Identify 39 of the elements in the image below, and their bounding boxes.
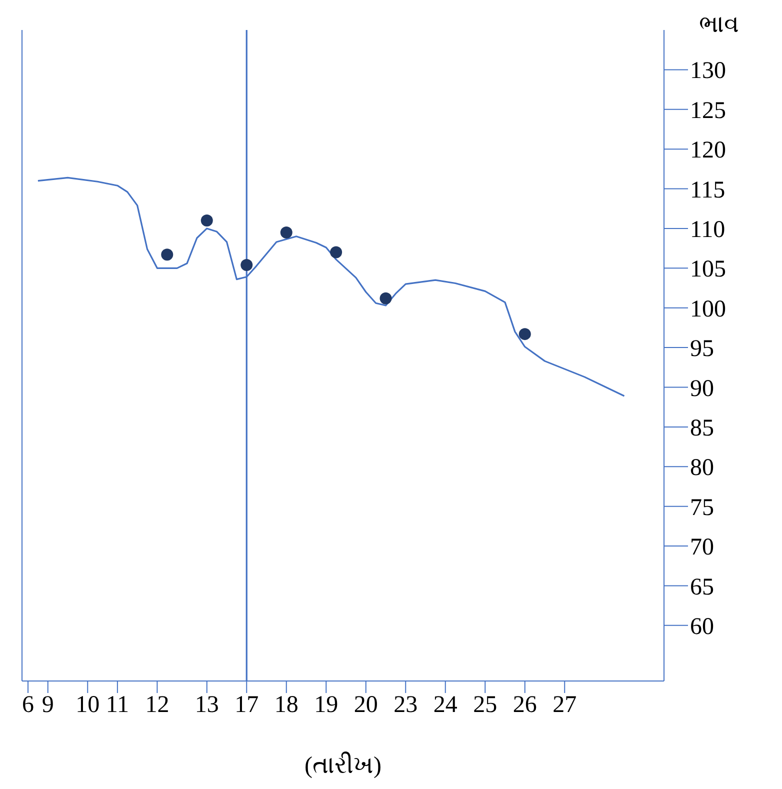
x-tick-label: 27 [552, 692, 577, 718]
y-tick-label: 120 [690, 138, 726, 164]
x-tick-label: 17 [234, 692, 259, 718]
point [518, 328, 531, 340]
x-tick-label: 20 [354, 692, 378, 718]
y-tick-label: 60 [690, 614, 714, 640]
point [280, 226, 292, 238]
y-tick-label: 110 [690, 216, 726, 243]
y-tick-label: 70 [690, 534, 714, 561]
y-tick-label: 95 [690, 336, 714, 362]
point [330, 246, 342, 258]
point [200, 214, 213, 227]
y-tick-label: 130 [690, 58, 726, 84]
y-tick-label: 100 [690, 296, 726, 322]
y-tick-label: 115 [690, 177, 726, 204]
x-tick-label: 24 [433, 692, 458, 718]
x-tick-label: 10 [76, 692, 100, 718]
x-tick-label: 12 [145, 692, 170, 718]
x-tick-label: 13 [194, 692, 219, 718]
x-tick-label: 6 [22, 692, 34, 718]
y-tick-label: 105 [690, 256, 726, 283]
y-tick-label: 80 [690, 455, 714, 482]
y-tick-label: 125 [690, 98, 726, 124]
x-tick-label: 11 [106, 692, 129, 718]
y-tick-label: 90 [690, 376, 714, 402]
x-tick-label: 23 [394, 692, 418, 718]
x-axis-title: (તારીખ) [304, 753, 382, 779]
y-tick-label: 85 [690, 415, 714, 442]
y-tick-label: 75 [690, 494, 714, 521]
y-axis-title: ભાવ [699, 12, 739, 38]
y-tick-label: 65 [690, 574, 714, 600]
x-tick-label: 18 [274, 692, 298, 718]
x-tick-label: 9 [42, 692, 54, 718]
x-tick-label: 25 [473, 692, 498, 718]
point [161, 248, 174, 261]
point [240, 258, 253, 271]
x-tick-label: 26 [512, 692, 537, 718]
point [380, 292, 392, 304]
x-tick-label: 19 [314, 692, 338, 718]
